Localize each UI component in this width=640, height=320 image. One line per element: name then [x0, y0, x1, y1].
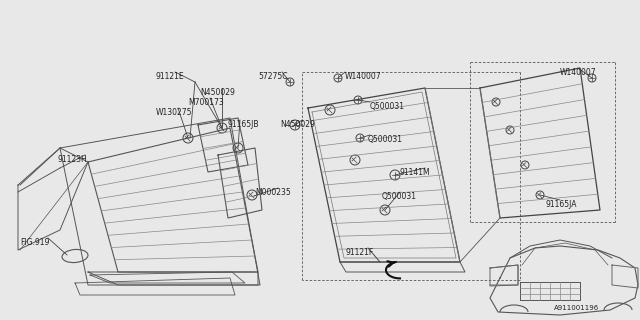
- Text: 91141M: 91141M: [400, 168, 431, 177]
- Text: Q500031: Q500031: [368, 135, 403, 144]
- Text: W140007: W140007: [345, 72, 381, 81]
- Text: Q500031: Q500031: [370, 102, 405, 111]
- Text: 91121F: 91121F: [345, 248, 373, 257]
- Text: 57275C: 57275C: [258, 72, 287, 81]
- Text: A911001196: A911001196: [554, 305, 599, 311]
- Text: W140007: W140007: [560, 68, 596, 77]
- Text: M700173: M700173: [188, 98, 224, 107]
- Text: FIG.919: FIG.919: [20, 238, 49, 247]
- Text: 91123H: 91123H: [58, 155, 88, 164]
- Text: W130275: W130275: [156, 108, 193, 117]
- Text: 91121E: 91121E: [155, 72, 184, 81]
- Text: 91165JA: 91165JA: [545, 200, 577, 209]
- Text: Q500031: Q500031: [382, 192, 417, 201]
- Text: N450029: N450029: [280, 120, 315, 129]
- Text: 91165JB: 91165JB: [228, 120, 259, 129]
- Text: N450029: N450029: [200, 88, 235, 97]
- Text: M000235: M000235: [255, 188, 291, 197]
